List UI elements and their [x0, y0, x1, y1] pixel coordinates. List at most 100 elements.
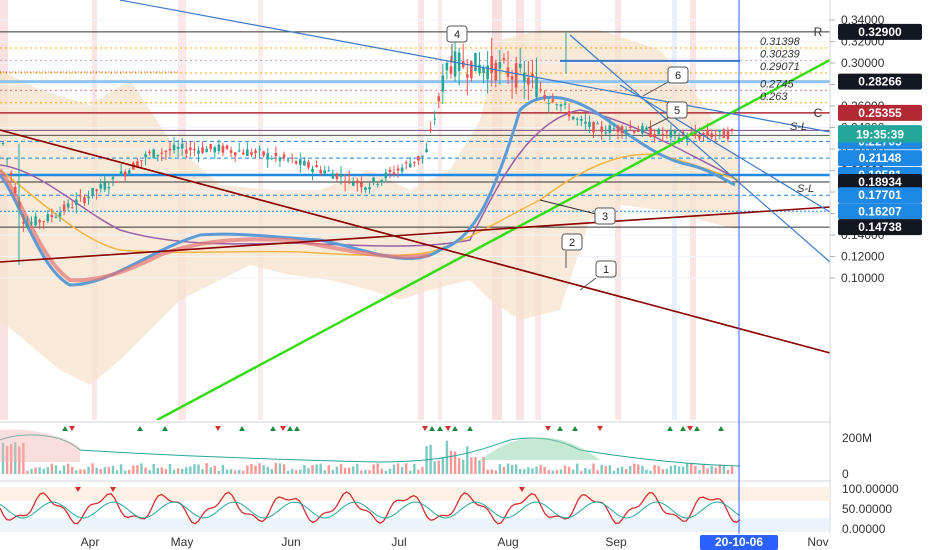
- volume-bar: [14, 442, 17, 474]
- volume-bar: [213, 465, 216, 474]
- candle-body: [649, 127, 652, 138]
- osc-upper-band: [0, 487, 830, 501]
- volume-bar: [380, 468, 383, 474]
- candle-body: [50, 214, 54, 218]
- volume-bar: [180, 468, 184, 474]
- trendline-1: [0, 129, 830, 354]
- volume-bar: [295, 470, 298, 474]
- callout-leader: [647, 117, 669, 129]
- volume-bar: [91, 463, 94, 474]
- candle-body: [323, 170, 327, 174]
- candle-body: [274, 152, 278, 157]
- volume-bar: [502, 466, 506, 474]
- volume-bar: [286, 470, 290, 474]
- signal-marker: [680, 426, 686, 431]
- candle-body: [83, 197, 86, 203]
- candle-body: [46, 214, 50, 222]
- candle-body: [453, 51, 457, 77]
- y-axis-tick-label: 0.30000: [841, 56, 885, 70]
- candle-body: [588, 121, 591, 127]
- fib-level-label: 0.30239: [760, 48, 800, 60]
- volume-bar: [339, 463, 343, 474]
- price-tag-label: 0.28266: [858, 75, 902, 89]
- volume-cloud-green: [480, 437, 600, 460]
- price-tag-prefix: C: [814, 106, 823, 120]
- candle-body: [628, 126, 632, 128]
- volume-bar: [62, 465, 66, 474]
- volume-bar: [453, 451, 457, 474]
- candle-body: [718, 129, 722, 132]
- candle-body: [490, 56, 494, 73]
- volume-bar: [299, 469, 302, 474]
- candle-body: [653, 134, 656, 138]
- volume-bar: [584, 468, 587, 474]
- x-axis-month-label: Apr: [81, 535, 100, 549]
- fib-level-label: 0.31398: [760, 36, 801, 48]
- x-axis-month-label: Aug: [497, 535, 518, 549]
- trendline-5: [569, 34, 830, 263]
- fib-level-label: 0.29071: [760, 61, 800, 73]
- price-tag-label: 0.25355: [858, 106, 902, 120]
- volume-bar: [18, 446, 21, 474]
- candle-body: [396, 168, 400, 171]
- ma-mid-line: [0, 153, 741, 257]
- price-tag-label: 0.17701: [858, 188, 902, 202]
- volume-bar: [26, 470, 29, 474]
- candle-body: [518, 63, 522, 68]
- candle-body: [706, 130, 709, 137]
- volume-bar: [156, 467, 159, 474]
- volume-bar: [54, 465, 58, 474]
- volume-bar: [136, 465, 139, 474]
- volume-bar: [225, 469, 229, 474]
- x-axis-month-label: Jul: [391, 535, 406, 549]
- volume-bar: [624, 469, 628, 474]
- candle-body: [657, 129, 660, 135]
- candle-body: [262, 151, 265, 156]
- candle-body: [563, 103, 567, 105]
- candle-body: [433, 118, 436, 120]
- candle-body: [543, 95, 546, 98]
- candle-body: [335, 173, 339, 180]
- candle-body: [70, 207, 74, 209]
- volume-bar: [600, 464, 603, 474]
- volume-bar: [690, 463, 693, 474]
- candle-body: [339, 174, 343, 177]
- candle-body: [241, 152, 245, 155]
- volume-bar: [238, 469, 241, 474]
- signal-marker: [437, 426, 443, 431]
- volume-bar: [706, 468, 709, 474]
- candle-body: [376, 184, 379, 186]
- oscillator-axis-label: 100.00000: [842, 482, 899, 496]
- candle-body: [294, 161, 298, 164]
- volume-bar: [649, 470, 652, 474]
- candle-body: [5, 158, 9, 160]
- volume-bar: [551, 470, 555, 474]
- signal-marker: [597, 426, 603, 431]
- candle-body: [710, 133, 713, 138]
- candle-body: [632, 130, 636, 133]
- price-tag-prefix: R: [814, 25, 823, 39]
- candle-body: [384, 172, 388, 179]
- x-axis-month-label: Nov: [807, 535, 828, 549]
- volume-axis-label: 200M: [842, 431, 872, 445]
- trendline-4: [119, 0, 830, 133]
- candle-body: [58, 212, 62, 217]
- volume-bar: [360, 470, 363, 474]
- volume-bar: [42, 468, 45, 474]
- volume-bar: [270, 468, 273, 474]
- candle-body: [514, 63, 518, 88]
- signal-marker: [429, 426, 435, 431]
- volume-bar: [462, 459, 465, 474]
- candle-body: [30, 222, 33, 224]
- volume-bar: [392, 464, 396, 474]
- volume-bar: [1, 442, 5, 474]
- price-tag-label: 0.21148: [859, 151, 902, 165]
- candle-body: [270, 158, 274, 160]
- ema-fast-shadow: [0, 168, 431, 283]
- price-tag-label: 0.32900: [858, 25, 902, 39]
- price-tag-bg: [838, 203, 922, 220]
- volume-bar: [34, 467, 37, 474]
- volume-bar: [400, 467, 404, 474]
- candle-body: [482, 67, 485, 74]
